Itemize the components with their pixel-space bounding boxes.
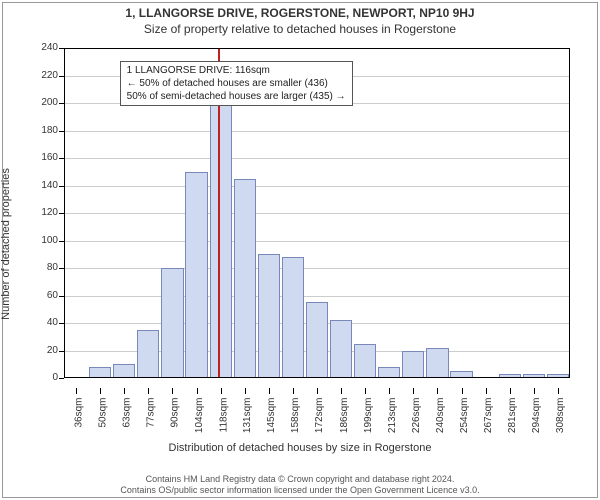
x-tick-label: 186sqm xyxy=(339,398,350,434)
x-tick-label: 131sqm xyxy=(242,398,253,434)
axes-border xyxy=(64,48,570,378)
y-tick-label: 200 xyxy=(20,97,58,108)
y-tick-label: 60 xyxy=(20,290,58,301)
x-tick-label: 267sqm xyxy=(483,398,494,434)
y-tick-label: 0 xyxy=(20,372,58,383)
footer-line-1: Contains HM Land Registry data © Crown c… xyxy=(0,474,600,485)
x-tick-label: 77sqm xyxy=(146,398,157,428)
x-tick-label: 158sqm xyxy=(290,398,301,434)
x-tick-label: 213sqm xyxy=(387,398,398,434)
x-tick-label: 50sqm xyxy=(98,398,109,428)
x-tick-label: 172sqm xyxy=(315,398,326,434)
y-tick-label: 100 xyxy=(20,235,58,246)
chart-area: Number of detached properties 0204060801… xyxy=(0,38,600,438)
x-tick-label: 104sqm xyxy=(194,398,205,434)
x-tick-label: 281sqm xyxy=(507,398,518,434)
x-tick-label: 36sqm xyxy=(74,398,85,428)
y-tick-label: 120 xyxy=(20,207,58,218)
x-tick-label: 118sqm xyxy=(218,398,229,433)
plot-region: 02040608010012014016018020022024036sqm50… xyxy=(64,48,570,378)
y-tick-label: 20 xyxy=(20,345,58,356)
footer-line-2: Contains OS/public sector information li… xyxy=(0,485,600,496)
y-tick-label: 40 xyxy=(20,317,58,328)
y-tick-label: 80 xyxy=(20,262,58,273)
x-tick-label: 240sqm xyxy=(435,398,446,434)
x-tick-label: 199sqm xyxy=(363,398,374,434)
x-tick-label: 63sqm xyxy=(122,398,133,428)
attribution-footer: Contains HM Land Registry data © Crown c… xyxy=(0,474,600,497)
x-tick-label: 308sqm xyxy=(555,398,566,434)
y-tick-label: 160 xyxy=(20,152,58,163)
y-tick-label: 240 xyxy=(20,42,58,53)
x-tick-label: 226sqm xyxy=(411,398,422,434)
y-axis-label: Number of detached properties xyxy=(0,168,12,320)
x-axis-label: Distribution of detached houses by size … xyxy=(0,442,600,454)
x-tick-label: 294sqm xyxy=(531,398,542,434)
y-tick-label: 220 xyxy=(20,70,58,81)
y-tick-label: 140 xyxy=(20,180,58,191)
x-tick-label: 90sqm xyxy=(170,398,181,428)
x-tick-label: 254sqm xyxy=(459,398,470,434)
y-tick-label: 180 xyxy=(20,125,58,136)
x-tick-label: 145sqm xyxy=(266,398,277,434)
